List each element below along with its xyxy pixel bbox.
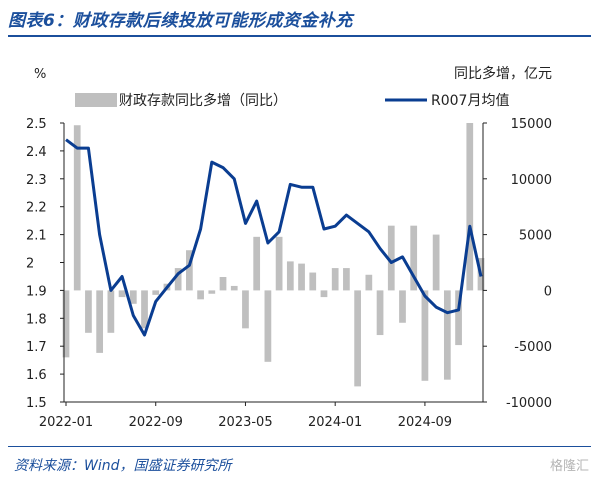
bar [275,236,283,291]
left-tick-label: 2.4 [26,145,47,160]
chart: 2.5 2.4 2.3 2.2 2.1 2 1.9 1.8 1.7 1.6 1.5 15000 1000… [26,65,552,430]
bar [208,290,216,294]
bar [253,236,261,291]
left-tick-label: 2.1 [26,229,47,244]
left-tick-label: 1.7 [26,340,47,355]
left-tick-label: 2.3 [26,173,47,188]
left-tick-label: 1.8 [26,312,47,327]
line-series [65,138,483,337]
bar [242,290,249,329]
right-tick-label: 15000 [511,117,552,132]
legend: 财政存款同比多增（同比） R007月均值 [75,92,509,109]
bar [141,290,148,329]
bar [432,234,440,291]
bar [365,274,373,291]
left-tick-label: 1.9 [26,284,47,299]
source-note: 资料来源：Wind，国盛证券研究所 [14,458,232,474]
bar-series [62,123,485,387]
left-tick-label: 2.2 [26,201,47,216]
bar [443,290,451,380]
bar [455,290,462,346]
bar [96,290,104,353]
bar [264,290,272,362]
right-tick-label: 10000 [511,173,552,188]
left-axis-unit: % [34,67,46,82]
bar [73,125,81,291]
bar [174,268,182,291]
bar [118,290,126,298]
bar [298,263,305,291]
bar [331,268,339,291]
bar [197,290,204,300]
bar [129,290,137,304]
axis-labels: 2.5 2.4 2.3 2.2 2.1 2 1.9 1.8 1.7 1.6 1.5 15000 1000… [26,65,552,430]
left-tick-label: 2.5 [26,117,47,132]
bar [466,123,474,291]
bar [152,290,160,295]
right-tick-label: -5000 [514,340,552,355]
right-tick-label: 5000 [519,229,552,244]
left-tick-label: 2 [26,257,34,272]
x-tick-label: 2024-09 [398,415,452,430]
title-divider [8,35,591,37]
bar [399,290,406,323]
right-axis-unit: 同比多增，亿元 [454,65,552,82]
bar [354,290,361,387]
bar [421,290,429,381]
left-tick-label: 1.5 [26,396,47,411]
bar [85,290,92,333]
right-tick-label: -10000 [506,396,552,411]
x-tick-label: 2022-01 [39,415,93,430]
legend-bar-swatch [75,93,117,107]
left-tick-label: 1.6 [26,368,47,383]
legend-line-label: R007月均值 [431,93,509,109]
watermark: 格隆汇 [549,459,589,474]
bar [309,272,317,291]
chart-title: 图表6：财政存款后续投放可能形成资金补充 [8,11,353,31]
bar [376,290,384,336]
x-tick-label: 2024-01 [308,415,362,430]
x-tick-label: 2023-05 [218,415,272,430]
footer-divider [8,446,591,447]
bar [343,268,350,291]
bar [219,277,227,291]
bar [387,225,395,291]
bar [186,250,193,291]
bar [62,290,70,358]
bar [286,261,294,291]
axes [60,122,487,406]
r007-line [65,138,483,337]
x-tick-label: 2022-09 [129,415,183,430]
bar [320,290,328,298]
legend-bar-label: 财政存款同比多增（同比） [119,92,287,109]
bar [107,290,115,333]
right-tick-label: 0 [544,284,552,299]
bar [410,225,418,291]
bar [230,285,238,291]
